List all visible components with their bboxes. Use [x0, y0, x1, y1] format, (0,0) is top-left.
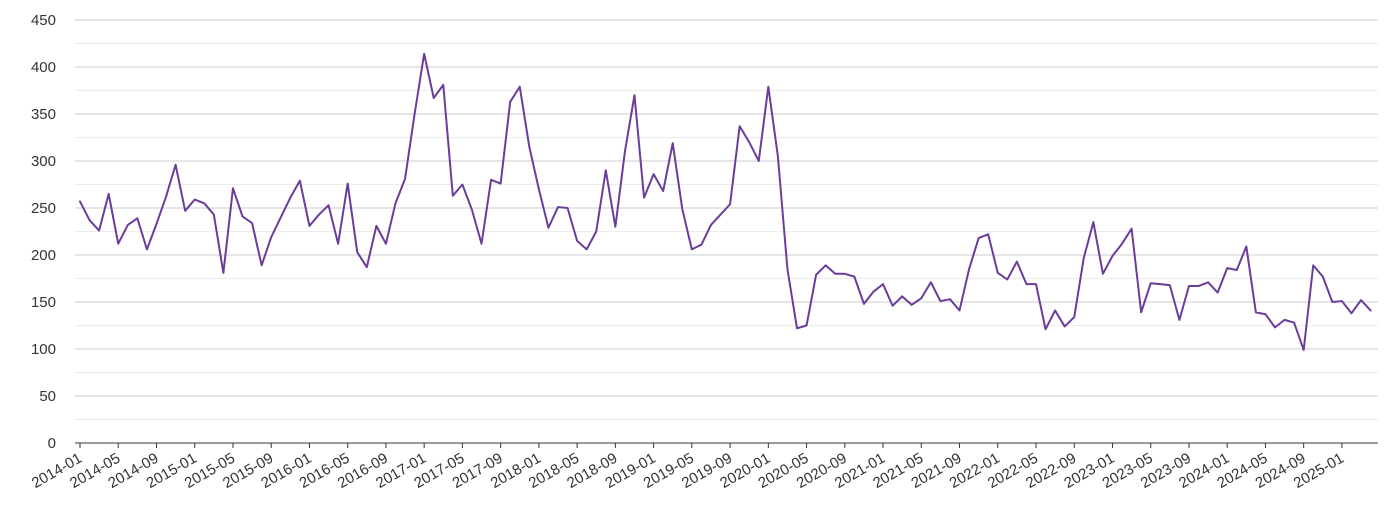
y-tick-label: 150	[31, 294, 56, 311]
y-tick-label: 100	[31, 341, 56, 358]
y-tick-label: 450	[31, 12, 56, 29]
y-tick-label: 250	[31, 200, 56, 217]
y-tick-label: 0	[48, 435, 56, 452]
y-tick-label: 300	[31, 153, 56, 170]
y-tick-label: 350	[31, 106, 56, 123]
grid-lines	[75, 19, 1378, 420]
y-tick-label: 400	[31, 59, 56, 76]
y-axis: 0 50 100 150 200 250 300 350 400 450	[31, 12, 56, 452]
series-line	[79, 52, 1372, 351]
y-tick-label: 50	[39, 388, 56, 405]
series-group	[79, 52, 1372, 351]
y-tick-label: 200	[31, 247, 56, 264]
x-axis: 2014-012014-052014-092015-012015-052015-…	[29, 442, 1378, 492]
